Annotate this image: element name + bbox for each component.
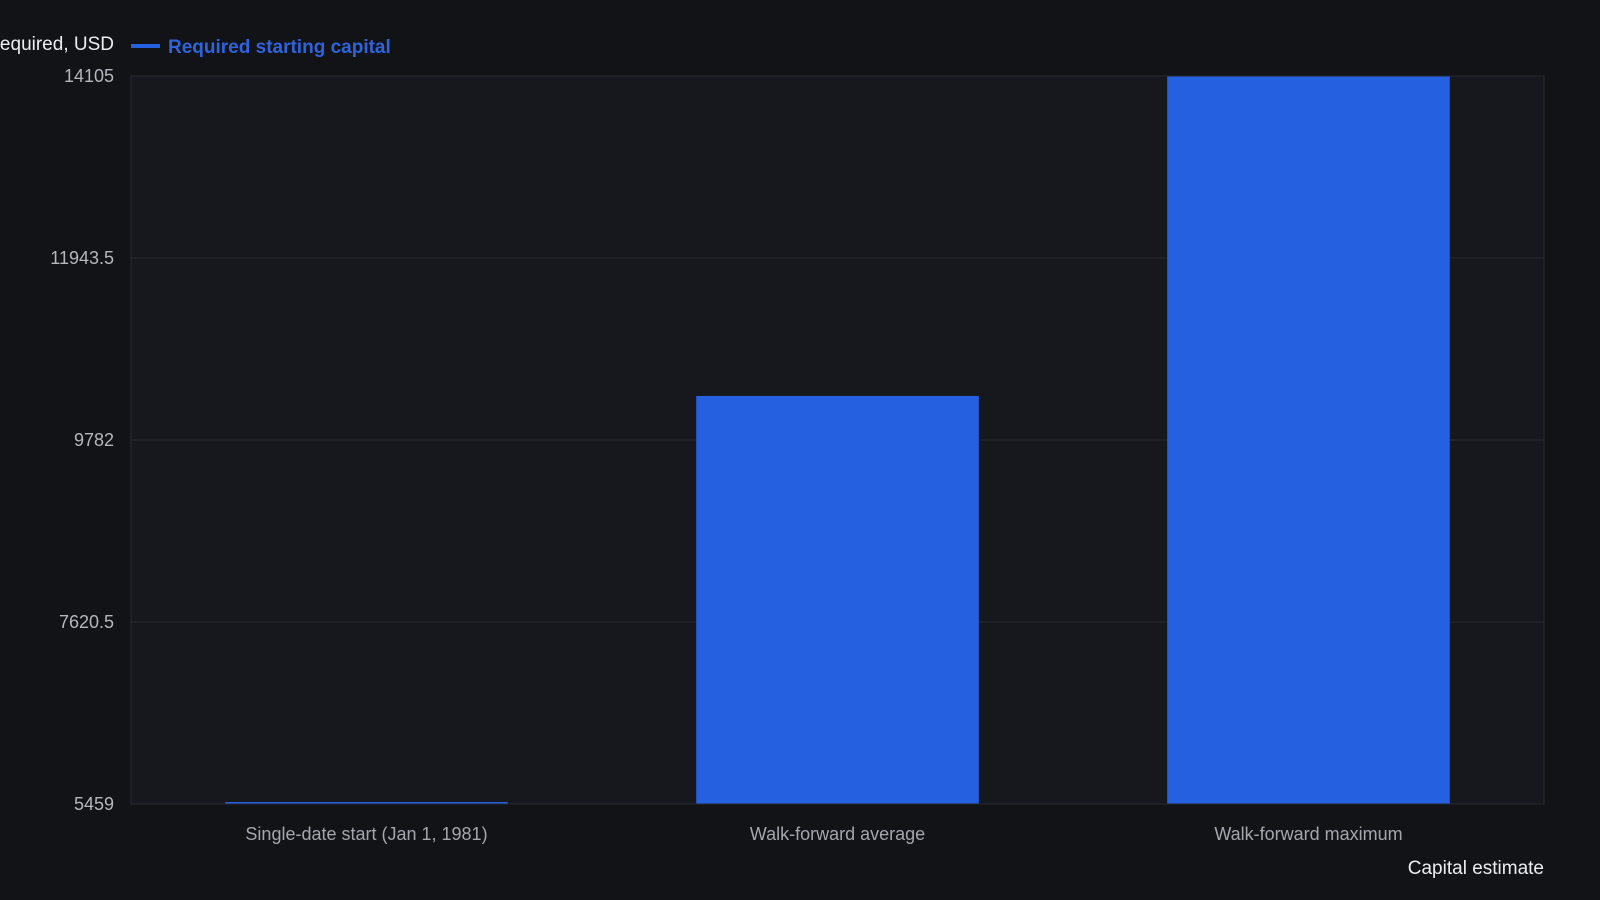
x-category-labels: Single-date start (Jan 1, 1981) Walk-forw… <box>245 824 1402 844</box>
y-tick-label: 11943.5 <box>50 248 114 268</box>
x-category-label: Walk-forward average <box>750 824 925 844</box>
y-tick-label: 7620.5 <box>59 612 114 632</box>
x-axis-title: Capital estimate <box>1408 858 1544 879</box>
bar <box>1167 76 1450 804</box>
y-tick-labels: 5459 7620.5 9782 11943.5 14105 <box>50 66 114 814</box>
y-tick-label: 9782 <box>74 430 114 450</box>
y-tick-label: 14105 <box>64 66 114 86</box>
bars <box>225 76 1450 804</box>
x-category-label: Single-date start (Jan 1, 1981) <box>245 824 487 844</box>
y-axis-title: Capital required, USD <box>0 34 114 55</box>
x-category-label: Walk-forward maximum <box>1214 824 1402 844</box>
bar <box>696 395 979 804</box>
y-tick-label: 5459 <box>74 794 114 814</box>
plot-border <box>130 75 1545 805</box>
legend-label: Required starting capital <box>168 37 391 58</box>
legend: Required starting capital <box>131 37 391 58</box>
bar <box>225 802 508 804</box>
